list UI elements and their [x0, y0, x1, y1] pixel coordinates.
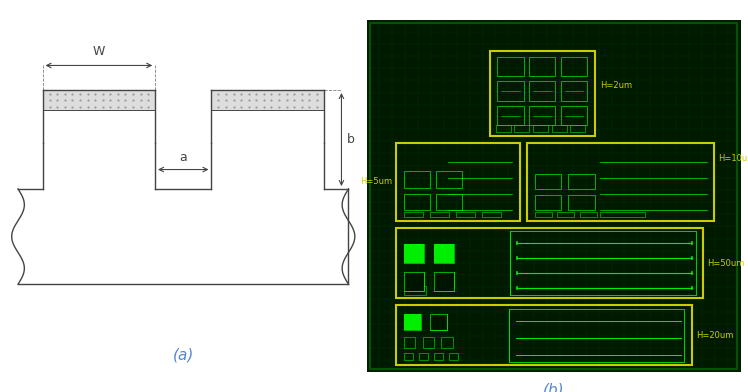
Bar: [434, 353, 443, 360]
Bar: [396, 305, 692, 365]
Bar: [404, 171, 430, 187]
Bar: [212, 90, 324, 110]
Bar: [404, 286, 426, 295]
Bar: [430, 314, 447, 330]
Bar: [434, 244, 454, 263]
Bar: [527, 143, 714, 221]
Bar: [396, 143, 520, 221]
Text: H=50um: H=50um: [707, 259, 744, 267]
Bar: [404, 353, 413, 360]
Bar: [434, 244, 454, 263]
Bar: [404, 244, 424, 263]
Bar: [600, 212, 645, 217]
Bar: [535, 174, 561, 189]
Bar: [404, 272, 424, 291]
Bar: [449, 353, 458, 360]
Bar: [434, 272, 454, 291]
Bar: [404, 244, 424, 263]
Bar: [495, 125, 510, 132]
Bar: [435, 171, 462, 187]
Bar: [404, 272, 424, 291]
Bar: [551, 125, 567, 132]
Bar: [404, 194, 430, 210]
Bar: [530, 106, 555, 125]
Text: W: W: [93, 45, 105, 58]
Text: b: b: [347, 133, 355, 146]
Bar: [568, 174, 595, 189]
Bar: [568, 195, 595, 210]
Bar: [43, 90, 155, 110]
Bar: [434, 272, 454, 291]
Bar: [510, 231, 696, 295]
Bar: [430, 314, 447, 330]
Bar: [561, 106, 587, 125]
Bar: [561, 82, 587, 101]
Bar: [441, 337, 453, 348]
Text: H=5um: H=5um: [361, 178, 393, 186]
Bar: [404, 244, 424, 263]
Bar: [482, 212, 501, 217]
Text: (b): (b): [543, 383, 564, 392]
Bar: [430, 314, 447, 330]
Bar: [435, 194, 462, 210]
Bar: [434, 244, 454, 263]
Bar: [404, 272, 424, 291]
Bar: [456, 212, 475, 217]
Bar: [561, 57, 587, 76]
Bar: [497, 106, 524, 125]
Bar: [430, 212, 449, 217]
Bar: [557, 212, 574, 217]
Bar: [533, 125, 548, 132]
Bar: [434, 272, 454, 291]
Bar: [404, 212, 423, 217]
Bar: [509, 309, 684, 362]
Bar: [404, 314, 420, 330]
Bar: [434, 272, 454, 291]
Bar: [490, 51, 595, 136]
Bar: [404, 272, 424, 291]
Bar: [423, 337, 434, 348]
Bar: [404, 314, 420, 330]
Bar: [530, 57, 555, 76]
Bar: [430, 314, 447, 330]
Bar: [580, 212, 597, 217]
Text: (a): (a): [173, 347, 194, 362]
Bar: [419, 353, 428, 360]
Bar: [535, 212, 551, 217]
Bar: [396, 228, 703, 298]
Bar: [535, 195, 561, 210]
Bar: [530, 82, 555, 101]
Bar: [570, 125, 586, 132]
Bar: [515, 125, 530, 132]
Text: H=20um: H=20um: [696, 331, 733, 340]
Bar: [404, 337, 415, 348]
Bar: [497, 82, 524, 101]
Bar: [497, 57, 524, 76]
Text: H=10um: H=10um: [718, 154, 748, 163]
Text: H=2um: H=2um: [600, 81, 632, 90]
Text: a: a: [180, 151, 187, 164]
